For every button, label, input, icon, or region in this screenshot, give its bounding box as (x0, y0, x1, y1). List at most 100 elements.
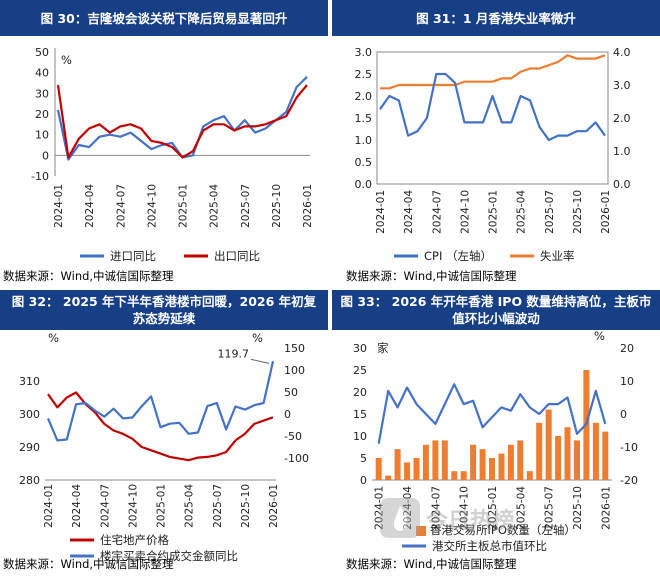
y-tick-label-left: 300 (19, 408, 40, 421)
annotation-leader (250, 358, 270, 364)
plot-bg (0, 38, 330, 288)
source-note: 数据来源：Wind,中诚信国际整理 (3, 269, 174, 283)
legend-label: 香港交易所IPO数量（左轴） (430, 523, 576, 537)
chart-title: 图 32： 2025 年下半年香港楼市回暖，2026 年初复苏态势延续 (0, 290, 328, 330)
x-tick-label: 2025-07 (544, 190, 556, 234)
y-tick-label-right: 150 (284, 342, 305, 355)
x-tick-label: 2025-01 (488, 190, 500, 234)
y-tick-label-right: 4.0 (613, 46, 631, 59)
y-tick-label-right: 10 (620, 375, 634, 388)
chart-title: 图 30：吉隆坡会谈关税下降后贸易显著回升 (0, 0, 328, 36)
ipo-bar (507, 444, 514, 480)
ipo-bar (375, 458, 382, 480)
y-tick-label-left: 310 (19, 375, 40, 388)
y-tick-label-left: 280 (19, 474, 40, 487)
left-unit-label: 家 (377, 341, 389, 355)
x-tick-label: 2024-10 (459, 190, 471, 234)
y-tick-label-left: 20 (353, 386, 367, 399)
ipo-bar (422, 444, 429, 480)
y-tick-label-left: 5 (360, 452, 367, 465)
y-tick-label-right: 50 (284, 386, 298, 399)
ipo-bar (602, 431, 609, 480)
ipo-bar (526, 471, 533, 480)
x-tick-label: 2025-07 (240, 184, 252, 228)
right-unit-label: % (594, 330, 605, 343)
left-unit-label: % (48, 331, 59, 345)
y-tick-label-right: 1.0 (613, 145, 631, 158)
ipo-bar (413, 458, 420, 480)
y-tick-label-left: 1.5 (355, 112, 373, 125)
x-tick-label: 2025-07 (544, 486, 556, 530)
y-tick-label: 20 (35, 108, 49, 121)
ipo-bar (592, 422, 599, 480)
legend-swatch (416, 526, 426, 536)
right-unit-label: % (252, 331, 263, 345)
x-tick-label: 2025-04 (516, 190, 528, 234)
chart-panel-fig32: 图 32： 2025 年下半年香港楼市回暖，2026 年初复苏态势延续 %% 28… (0, 290, 330, 576)
legend-label: 楼宇买卖合约成交金额同比 (100, 549, 238, 563)
x-tick-label: 2024-07 (431, 190, 443, 234)
ipo-bar (394, 449, 401, 480)
y-unit-label: % (61, 53, 72, 67)
legend-label: 住宅地产价格 (100, 533, 169, 547)
series-line-cpi (379, 72, 606, 142)
y-tick-label-right: -10 (620, 441, 638, 454)
chart-fig32: % % 280 290 300 310 -100 -50 0 50 100 150 119.7 2024-… (0, 330, 330, 574)
x-tick-label: 2026-01 (600, 190, 612, 234)
annotation-label: 119.7 (218, 347, 250, 360)
chart-panel-fig33: 图 33： 2026 年开年香港 IPO 数量维持高位，主板市值环比小幅波动 家… (332, 290, 660, 576)
y-tick-label-right: 100 (284, 364, 305, 377)
chart-title: 图 33： 2026 年开年香港 IPO 数量维持高位，主板市值环比小幅波动 (332, 290, 660, 330)
x-tick-label: 2024-07 (99, 484, 111, 528)
watermark: 今日热榜 (380, 496, 580, 552)
plot-bg (377, 52, 608, 184)
y-tick-label: 10 (35, 129, 49, 142)
y-tick-label-left: 2.5 (355, 68, 373, 81)
ipo-bar (470, 444, 477, 480)
y-tick-label-left: 10 (353, 430, 367, 443)
ipo-bar (489, 458, 495, 480)
x-tick-label: 2024-04 (403, 190, 415, 234)
chart-fig33: 家% 0 5 10 15 20 25 30 -20 -10 0 10 20 2024-01 2024-04 2… (332, 330, 660, 574)
y-tick-label-right: 20 (620, 342, 634, 355)
x-tick-label: 2025-04 (184, 484, 196, 528)
y-tick-label: 50 (35, 46, 49, 59)
source-note: 数据来源：Wind,中诚信国际整理 (346, 269, 517, 283)
ipo-bar (545, 409, 552, 480)
ipo-bar (498, 453, 505, 480)
x-tick-label: 2024-01 (43, 484, 55, 528)
y-tick-label: 0 (42, 149, 49, 162)
x-tick-label: 2025-10 (240, 484, 252, 528)
x-tick-label: 2025-04 (209, 184, 221, 228)
legend-label: 进口同比 (110, 249, 156, 263)
y-tick-label-left: 3.0 (355, 46, 373, 59)
x-tick-label: 2024-01 (374, 486, 386, 530)
source-note: 数据来源：Wind,中诚信国际整理 (346, 557, 517, 571)
x-tick-label: 2024-04 (84, 184, 96, 228)
y-tick-label-right: -100 (284, 452, 309, 465)
ipo-bar (574, 440, 580, 480)
x-tick-label: 2024-01 (375, 190, 387, 234)
y-tick-label-left: 0.0 (355, 178, 373, 191)
x-tick-label: 2025-10 (572, 486, 584, 530)
chart-panel-fig30: 图 30：吉隆坡会谈关税下降后贸易显著回升 -10 0 10 20 30 40 50% 202… (0, 0, 330, 290)
plot-bg (0, 330, 330, 574)
plot-frame (376, 51, 609, 185)
ipo-bar (432, 440, 439, 480)
y-tick-label: 40 (35, 67, 49, 80)
ipo-bar (404, 462, 411, 480)
watermark-text: 今日热榜 (426, 508, 514, 534)
legend-label: 出口同比 (214, 249, 260, 263)
ipo-bar (385, 475, 392, 480)
ipo-bar (536, 422, 543, 480)
y-tick-label-left: 25 (353, 364, 367, 377)
x-tick-label: 2025-01 (178, 184, 190, 228)
y-tick-label-left: 0.5 (355, 156, 373, 169)
series-line-出口同比 (56, 84, 308, 159)
x-tick-label: 2024-04 (402, 486, 414, 530)
x-tick-label: 2024-07 (115, 184, 127, 228)
legend-label: 港交所主板总市值环比 (432, 539, 547, 553)
y-tick-label-left: 15 (353, 408, 367, 421)
x-tick-label: 2026-01 (268, 484, 280, 528)
y-tick-label-left: 30 (353, 342, 367, 355)
